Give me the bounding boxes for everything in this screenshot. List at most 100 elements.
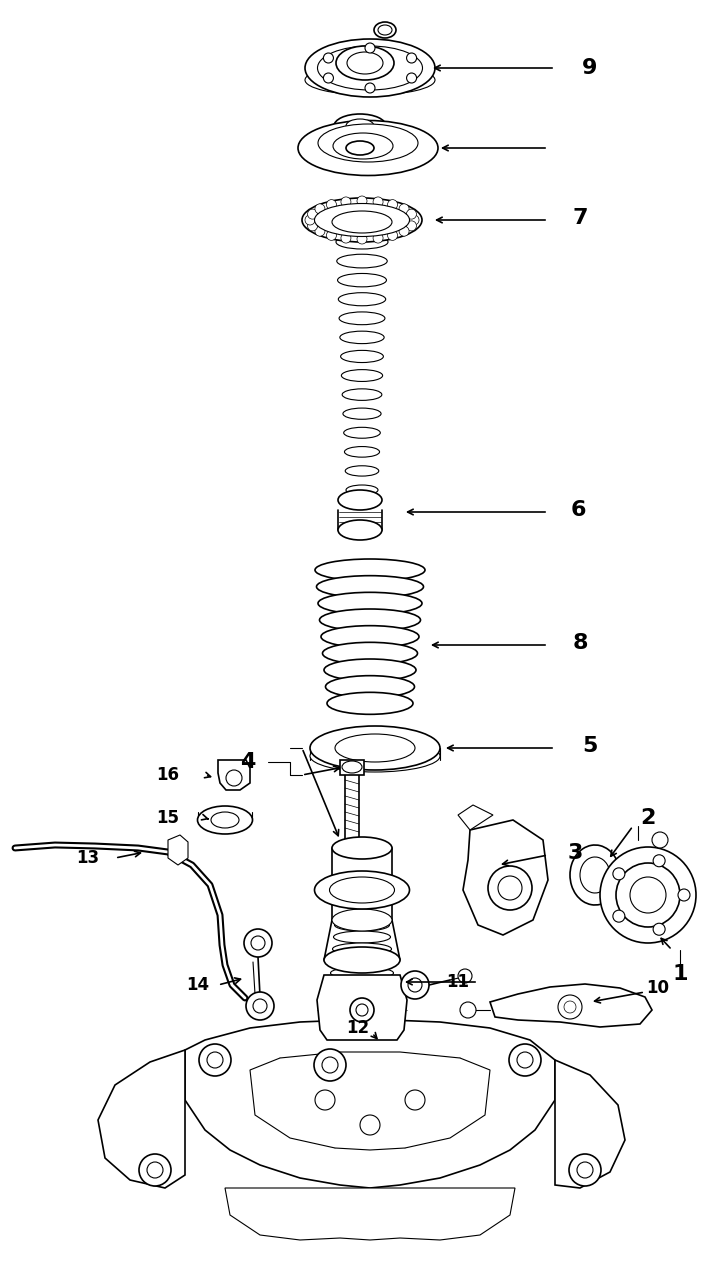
Circle shape: [488, 867, 532, 910]
Ellipse shape: [310, 726, 440, 770]
Ellipse shape: [333, 931, 390, 943]
Text: 11: 11: [446, 973, 469, 991]
Circle shape: [498, 875, 522, 900]
Ellipse shape: [298, 120, 438, 176]
Polygon shape: [218, 760, 250, 791]
Ellipse shape: [341, 351, 383, 362]
Circle shape: [341, 196, 351, 207]
Circle shape: [577, 1162, 593, 1178]
Ellipse shape: [332, 908, 392, 931]
Circle shape: [147, 1162, 163, 1178]
Polygon shape: [458, 805, 493, 830]
Circle shape: [653, 855, 665, 867]
Ellipse shape: [343, 427, 380, 438]
Ellipse shape: [330, 967, 394, 979]
Text: 1: 1: [672, 964, 688, 984]
Ellipse shape: [305, 65, 435, 95]
Circle shape: [314, 1049, 346, 1081]
Text: 3: 3: [567, 843, 582, 863]
Text: 13: 13: [76, 849, 99, 867]
Circle shape: [653, 924, 665, 935]
Ellipse shape: [337, 255, 387, 267]
Circle shape: [373, 233, 383, 243]
Ellipse shape: [330, 877, 395, 903]
Circle shape: [326, 231, 336, 241]
Circle shape: [407, 73, 417, 84]
Polygon shape: [98, 1050, 185, 1188]
Circle shape: [408, 978, 422, 992]
Ellipse shape: [327, 692, 413, 715]
Ellipse shape: [335, 919, 390, 931]
Ellipse shape: [315, 870, 410, 908]
Ellipse shape: [344, 446, 379, 457]
Ellipse shape: [343, 408, 381, 419]
Circle shape: [246, 992, 274, 1020]
Circle shape: [199, 1044, 231, 1076]
Ellipse shape: [336, 234, 388, 250]
Polygon shape: [168, 835, 188, 865]
Circle shape: [509, 1044, 541, 1076]
Ellipse shape: [318, 593, 422, 614]
Circle shape: [678, 889, 690, 901]
Circle shape: [401, 971, 429, 998]
Circle shape: [226, 770, 242, 786]
Circle shape: [517, 1052, 533, 1068]
Circle shape: [307, 209, 318, 219]
Circle shape: [564, 1001, 576, 1014]
Circle shape: [558, 995, 582, 1019]
Circle shape: [409, 215, 419, 226]
Circle shape: [315, 1090, 335, 1110]
Polygon shape: [225, 1188, 515, 1240]
Ellipse shape: [332, 837, 392, 859]
Circle shape: [253, 998, 267, 1014]
Circle shape: [373, 196, 383, 207]
Circle shape: [407, 53, 417, 63]
Circle shape: [365, 84, 375, 92]
Ellipse shape: [310, 740, 440, 772]
Ellipse shape: [324, 659, 416, 680]
Circle shape: [360, 1115, 380, 1135]
Text: 8: 8: [572, 634, 588, 653]
Text: 14: 14: [186, 976, 210, 995]
Circle shape: [399, 227, 409, 236]
Ellipse shape: [336, 46, 394, 80]
Text: 5: 5: [582, 736, 598, 756]
Circle shape: [405, 1090, 425, 1110]
Ellipse shape: [324, 946, 400, 973]
Polygon shape: [463, 820, 548, 935]
Ellipse shape: [315, 559, 425, 582]
Circle shape: [630, 877, 666, 914]
Ellipse shape: [320, 609, 420, 631]
Text: 7: 7: [572, 208, 588, 228]
Circle shape: [407, 209, 416, 219]
Ellipse shape: [305, 39, 435, 98]
Ellipse shape: [346, 141, 374, 155]
Circle shape: [613, 868, 625, 879]
Circle shape: [460, 1002, 476, 1017]
Ellipse shape: [340, 331, 384, 343]
Ellipse shape: [325, 675, 415, 698]
Ellipse shape: [333, 133, 393, 158]
Circle shape: [356, 1003, 368, 1016]
Ellipse shape: [346, 119, 374, 133]
Ellipse shape: [330, 979, 395, 991]
Circle shape: [616, 863, 680, 927]
Ellipse shape: [333, 943, 392, 955]
Polygon shape: [555, 1060, 625, 1188]
Circle shape: [357, 196, 367, 207]
Ellipse shape: [345, 466, 379, 476]
Ellipse shape: [338, 293, 386, 305]
Circle shape: [323, 53, 333, 63]
Text: 10: 10: [647, 979, 670, 997]
Ellipse shape: [197, 806, 253, 834]
Circle shape: [569, 1154, 601, 1186]
Polygon shape: [250, 1052, 490, 1150]
Circle shape: [307, 220, 318, 231]
Text: 16: 16: [156, 767, 179, 784]
Ellipse shape: [318, 124, 418, 162]
Circle shape: [207, 1052, 223, 1068]
Ellipse shape: [335, 734, 415, 761]
Text: 2: 2: [640, 808, 656, 829]
Ellipse shape: [346, 485, 378, 495]
Circle shape: [341, 233, 351, 243]
